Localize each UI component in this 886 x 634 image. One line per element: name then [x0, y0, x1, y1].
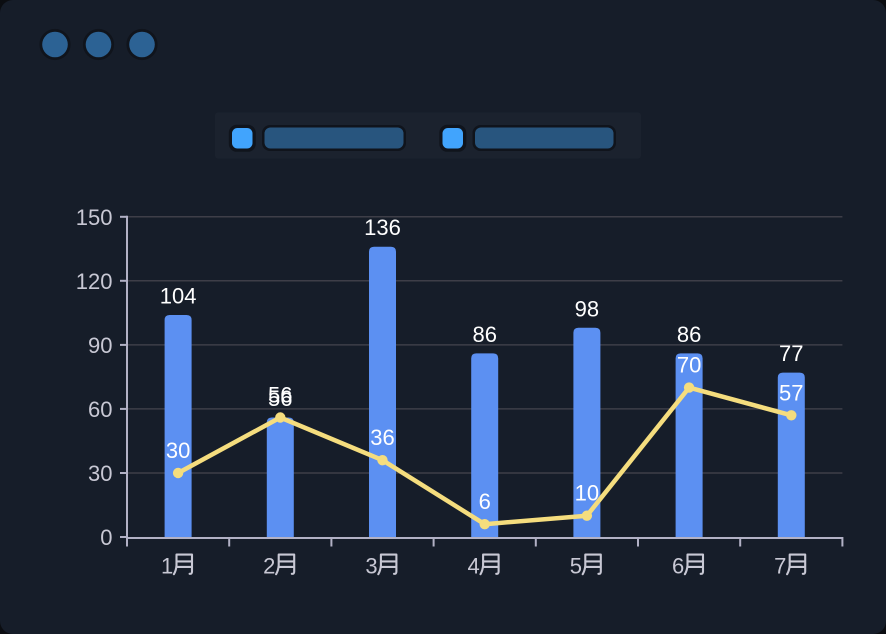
svg-text:6: 6	[479, 489, 491, 514]
svg-text:98: 98	[575, 296, 599, 321]
svg-text:6: 6	[672, 554, 684, 579]
svg-text:3: 3	[365, 554, 377, 579]
svg-text:1: 1	[161, 554, 173, 579]
svg-text:36: 36	[370, 425, 394, 450]
svg-text:104: 104	[160, 284, 197, 309]
svg-text:10: 10	[575, 481, 599, 506]
svg-text:30: 30	[88, 461, 112, 486]
svg-text:2: 2	[263, 554, 275, 579]
svg-text:150: 150	[76, 205, 113, 230]
svg-text:136: 136	[364, 215, 401, 240]
svg-text:7: 7	[774, 554, 786, 579]
svg-text:77: 77	[779, 341, 803, 366]
svg-text:56: 56	[268, 383, 292, 408]
svg-text:56: 56	[268, 386, 292, 411]
svg-text:57: 57	[779, 380, 803, 405]
svg-text:5: 5	[570, 554, 582, 579]
svg-text:60: 60	[88, 397, 112, 422]
svg-text:90: 90	[88, 333, 112, 358]
svg-text:70: 70	[677, 353, 701, 378]
svg-text:30: 30	[166, 438, 190, 463]
svg-text:4: 4	[468, 554, 480, 579]
svg-text:86: 86	[472, 322, 496, 347]
svg-text:86: 86	[677, 322, 701, 347]
svg-text:120: 120	[76, 269, 113, 294]
svg-text:0: 0	[100, 525, 112, 550]
